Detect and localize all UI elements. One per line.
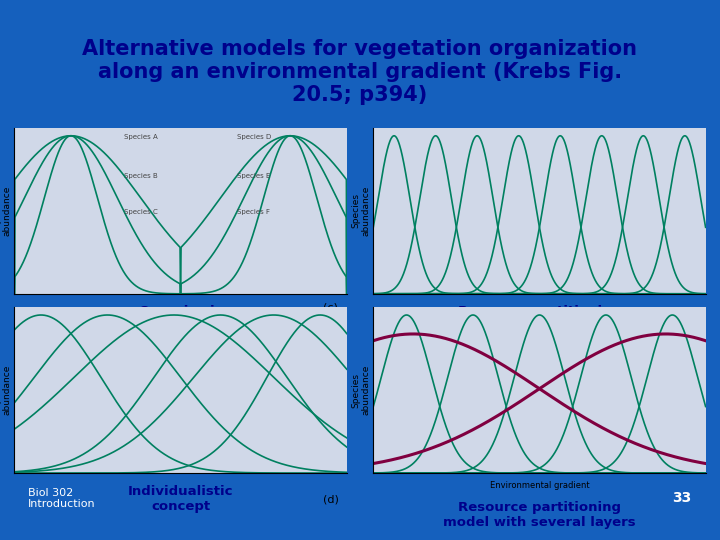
Text: Species C: Species C [124,209,158,215]
Text: Species E: Species E [237,173,271,179]
Text: Species B: Species B [124,173,158,179]
Text: Species D: Species D [237,134,271,140]
Y-axis label: Species
abundance: Species abundance [0,186,12,236]
Text: Alternative models for vegetation organization
along an environmental gradient (: Alternative models for vegetation organi… [83,39,637,105]
Text: 33: 33 [672,491,692,505]
Text: Organismic
concept: Organismic concept [138,305,222,333]
Text: Species F: Species F [237,209,270,215]
Y-axis label: Species
abundance: Species abundance [351,365,371,415]
Text: Resource partitioning
model: Resource partitioning model [458,305,621,333]
Text: Environmental gradient: Environmental gradient [490,481,589,490]
Y-axis label: Species
abundance: Species abundance [351,186,371,236]
Text: (d): (d) [323,495,339,505]
Text: Species A: Species A [124,134,158,140]
Text: Resource partitioning
model with several layers: Resource partitioning model with several… [443,501,636,529]
Text: Individualistic
concept: Individualistic concept [128,484,233,512]
Y-axis label: Species
abundance: Species abundance [0,365,12,415]
Text: (c): (c) [323,302,338,313]
Text: Biol 302
Introduction: Biol 302 Introduction [28,488,96,509]
